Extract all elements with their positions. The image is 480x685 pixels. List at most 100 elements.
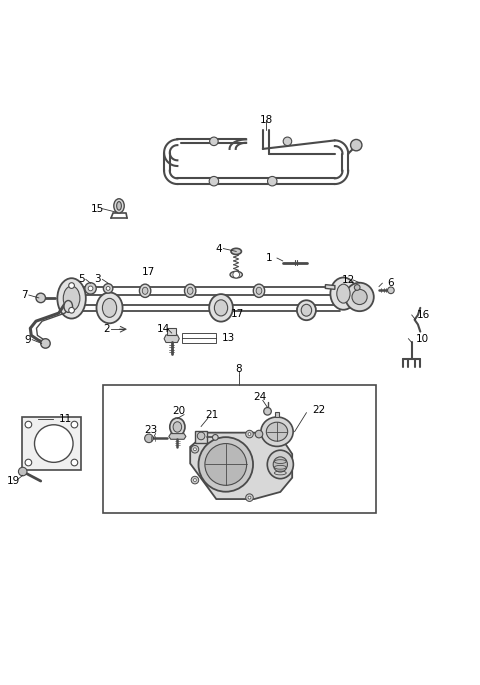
Ellipse shape xyxy=(256,287,262,295)
Text: 20: 20 xyxy=(173,406,186,416)
Text: 15: 15 xyxy=(91,203,104,214)
Ellipse shape xyxy=(102,299,117,317)
Ellipse shape xyxy=(35,425,73,462)
Ellipse shape xyxy=(215,300,228,316)
Ellipse shape xyxy=(337,284,350,303)
Ellipse shape xyxy=(117,201,121,210)
Text: 9: 9 xyxy=(24,335,31,345)
Ellipse shape xyxy=(64,301,72,312)
Circle shape xyxy=(352,289,367,305)
Ellipse shape xyxy=(267,450,293,479)
Ellipse shape xyxy=(213,434,218,440)
Text: 14: 14 xyxy=(156,324,170,334)
Text: 17: 17 xyxy=(231,309,244,319)
Bar xyxy=(103,385,376,513)
Text: 10: 10 xyxy=(416,334,429,344)
Ellipse shape xyxy=(57,278,86,319)
Circle shape xyxy=(354,285,360,290)
Ellipse shape xyxy=(139,284,151,297)
Circle shape xyxy=(191,476,199,484)
Text: 11: 11 xyxy=(59,414,72,425)
Text: 17: 17 xyxy=(142,267,156,277)
Circle shape xyxy=(248,496,251,499)
Circle shape xyxy=(25,459,32,466)
Ellipse shape xyxy=(330,277,357,310)
Polygon shape xyxy=(190,433,292,499)
Circle shape xyxy=(36,293,46,303)
Circle shape xyxy=(191,445,199,453)
Circle shape xyxy=(103,284,113,293)
Circle shape xyxy=(197,432,205,440)
Ellipse shape xyxy=(301,304,312,316)
Circle shape xyxy=(88,286,93,291)
Circle shape xyxy=(18,467,27,476)
Circle shape xyxy=(85,283,96,294)
Text: 7: 7 xyxy=(21,290,27,300)
Bar xyxy=(167,328,177,335)
Text: 3: 3 xyxy=(95,275,101,284)
Text: 22: 22 xyxy=(312,405,325,415)
Ellipse shape xyxy=(170,418,185,436)
Circle shape xyxy=(25,421,32,428)
Ellipse shape xyxy=(297,300,316,320)
Bar xyxy=(182,333,216,343)
Circle shape xyxy=(267,177,277,186)
Circle shape xyxy=(246,494,253,501)
Ellipse shape xyxy=(187,287,193,295)
Circle shape xyxy=(350,140,362,151)
Text: 13: 13 xyxy=(222,333,235,343)
Text: 8: 8 xyxy=(236,364,242,373)
Circle shape xyxy=(193,479,196,482)
Ellipse shape xyxy=(173,422,181,432)
Ellipse shape xyxy=(261,417,293,447)
Circle shape xyxy=(69,283,74,288)
Polygon shape xyxy=(169,434,186,439)
Text: 6: 6 xyxy=(387,278,394,288)
Ellipse shape xyxy=(273,457,288,472)
Ellipse shape xyxy=(114,199,124,213)
Ellipse shape xyxy=(209,294,233,322)
Text: 24: 24 xyxy=(253,392,266,402)
Polygon shape xyxy=(325,285,335,289)
Ellipse shape xyxy=(63,286,80,311)
Circle shape xyxy=(233,271,240,278)
Text: 4: 4 xyxy=(216,244,222,253)
Ellipse shape xyxy=(184,284,196,297)
Text: 1: 1 xyxy=(265,253,272,263)
Circle shape xyxy=(387,287,394,294)
Ellipse shape xyxy=(230,271,242,278)
Circle shape xyxy=(193,448,196,451)
Circle shape xyxy=(209,177,219,186)
Circle shape xyxy=(248,433,251,436)
Text: 12: 12 xyxy=(342,275,355,285)
Circle shape xyxy=(283,137,292,146)
Bar xyxy=(275,412,279,417)
Polygon shape xyxy=(164,335,179,342)
Circle shape xyxy=(106,286,110,290)
Circle shape xyxy=(246,430,253,438)
Text: 19: 19 xyxy=(7,476,20,486)
Circle shape xyxy=(255,430,263,438)
Ellipse shape xyxy=(199,437,253,492)
Circle shape xyxy=(345,283,374,311)
Bar xyxy=(195,432,207,443)
Text: 21: 21 xyxy=(205,410,218,420)
Text: 2: 2 xyxy=(103,324,109,334)
Ellipse shape xyxy=(266,422,288,441)
Text: 16: 16 xyxy=(417,310,430,320)
Text: 23: 23 xyxy=(144,425,157,435)
Ellipse shape xyxy=(142,287,148,295)
Circle shape xyxy=(41,338,50,348)
Text: 5: 5 xyxy=(78,275,84,284)
Circle shape xyxy=(144,434,153,443)
Circle shape xyxy=(71,421,78,428)
Circle shape xyxy=(69,308,74,313)
Ellipse shape xyxy=(205,444,247,485)
Ellipse shape xyxy=(231,249,241,255)
Circle shape xyxy=(71,459,78,466)
Bar xyxy=(22,417,81,470)
Ellipse shape xyxy=(253,284,264,297)
Text: 18: 18 xyxy=(260,116,273,125)
Ellipse shape xyxy=(96,292,122,323)
Circle shape xyxy=(210,137,218,146)
